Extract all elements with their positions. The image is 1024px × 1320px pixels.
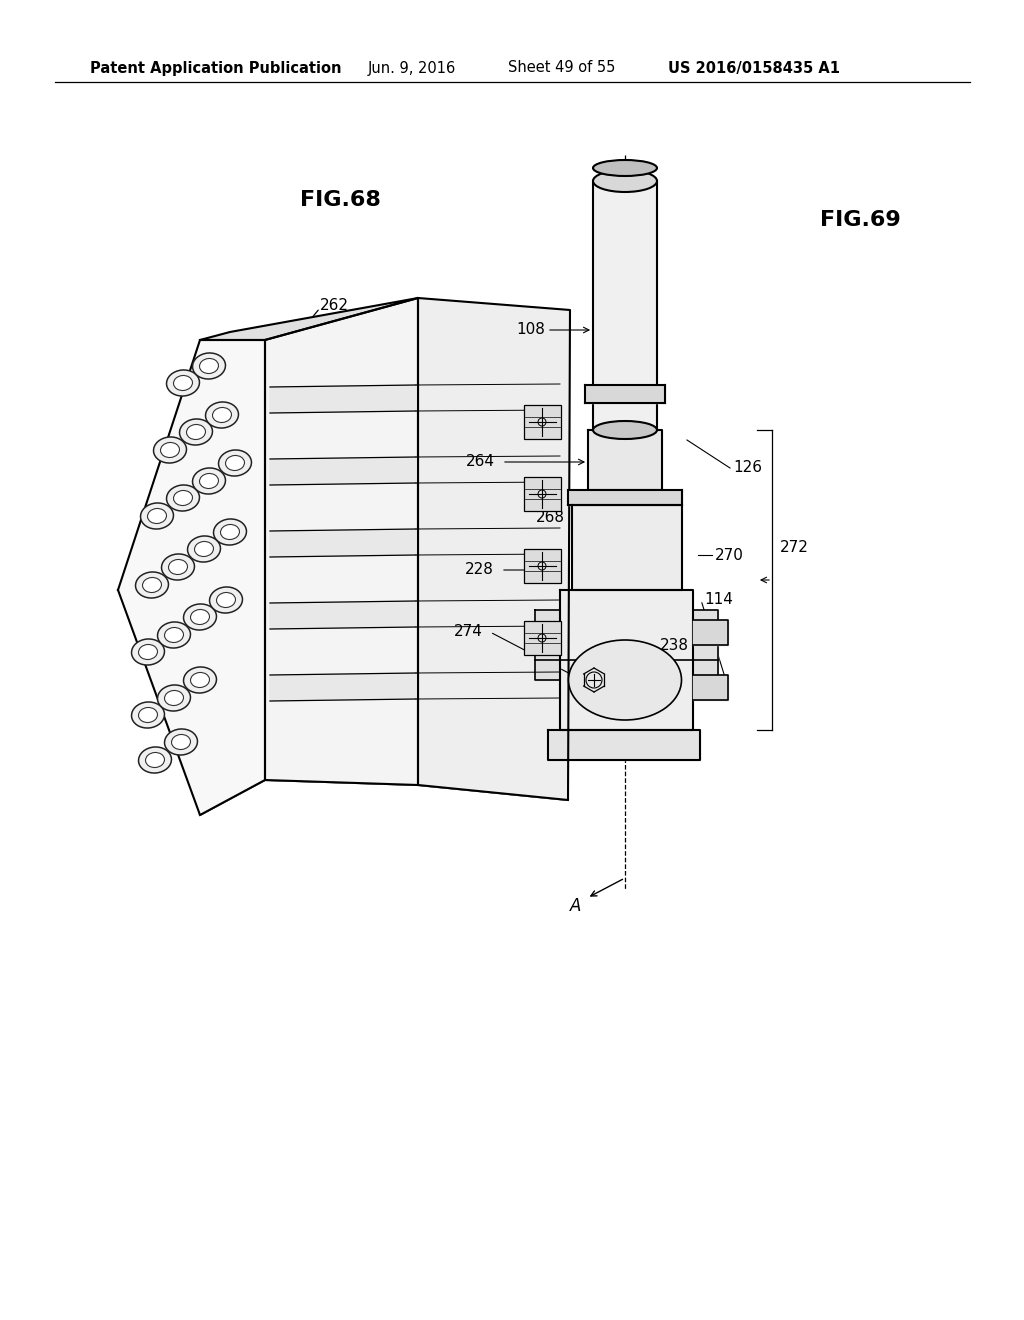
Ellipse shape <box>216 593 236 607</box>
Polygon shape <box>585 385 665 403</box>
Ellipse shape <box>173 375 193 391</box>
Ellipse shape <box>568 640 682 719</box>
Text: 108: 108 <box>516 322 545 338</box>
Ellipse shape <box>193 469 225 494</box>
Polygon shape <box>118 341 265 814</box>
Ellipse shape <box>183 605 216 630</box>
Ellipse shape <box>593 421 657 440</box>
Polygon shape <box>535 610 560 680</box>
Ellipse shape <box>187 536 220 562</box>
Text: 238: 238 <box>660 638 689 652</box>
Ellipse shape <box>135 572 169 598</box>
Ellipse shape <box>190 672 210 688</box>
Ellipse shape <box>158 622 190 648</box>
Ellipse shape <box>162 554 195 579</box>
Ellipse shape <box>213 408 231 422</box>
Polygon shape <box>572 506 682 590</box>
Polygon shape <box>588 430 662 490</box>
Ellipse shape <box>165 690 183 705</box>
Polygon shape <box>270 385 416 413</box>
Text: 272: 272 <box>780 540 809 556</box>
Ellipse shape <box>161 442 179 458</box>
Ellipse shape <box>158 685 190 711</box>
Ellipse shape <box>154 437 186 463</box>
Text: 268: 268 <box>536 511 565 525</box>
Ellipse shape <box>167 370 200 396</box>
Text: Sheet 49 of 55: Sheet 49 of 55 <box>508 61 615 75</box>
Polygon shape <box>568 490 682 506</box>
Ellipse shape <box>171 734 190 750</box>
Ellipse shape <box>131 639 165 665</box>
Ellipse shape <box>214 519 247 545</box>
Ellipse shape <box>138 747 171 774</box>
Ellipse shape <box>210 587 243 612</box>
Ellipse shape <box>200 359 218 374</box>
FancyBboxPatch shape <box>524 405 561 440</box>
Ellipse shape <box>195 541 213 557</box>
Text: A: A <box>570 898 582 915</box>
Ellipse shape <box>169 560 187 574</box>
Ellipse shape <box>593 170 657 191</box>
FancyBboxPatch shape <box>524 620 561 655</box>
Ellipse shape <box>145 752 165 767</box>
Polygon shape <box>270 601 416 630</box>
Text: US 2016/0158435 A1: US 2016/0158435 A1 <box>668 61 840 75</box>
Ellipse shape <box>167 484 200 511</box>
Ellipse shape <box>165 627 183 643</box>
Ellipse shape <box>173 491 193 506</box>
FancyBboxPatch shape <box>524 549 561 583</box>
Ellipse shape <box>165 729 198 755</box>
Text: 270: 270 <box>715 548 743 562</box>
Polygon shape <box>270 457 416 484</box>
Ellipse shape <box>140 503 173 529</box>
Polygon shape <box>693 620 728 645</box>
Text: 228: 228 <box>465 562 494 578</box>
Text: 274: 274 <box>454 624 483 639</box>
Text: 114: 114 <box>705 593 733 607</box>
Ellipse shape <box>147 508 167 524</box>
Text: 264: 264 <box>466 454 495 470</box>
Polygon shape <box>560 590 693 730</box>
Ellipse shape <box>218 450 252 477</box>
Ellipse shape <box>206 403 239 428</box>
Text: FIG.68: FIG.68 <box>300 190 381 210</box>
Ellipse shape <box>142 577 162 593</box>
Text: 126: 126 <box>733 461 762 475</box>
Ellipse shape <box>186 425 206 440</box>
Ellipse shape <box>131 702 165 729</box>
Ellipse shape <box>225 455 245 470</box>
Polygon shape <box>265 298 418 785</box>
Ellipse shape <box>220 524 240 540</box>
Text: Patent Application Publication: Patent Application Publication <box>90 61 341 75</box>
Ellipse shape <box>593 160 657 176</box>
Ellipse shape <box>138 644 158 660</box>
Ellipse shape <box>200 474 218 488</box>
Ellipse shape <box>179 418 212 445</box>
Ellipse shape <box>138 708 158 722</box>
Polygon shape <box>418 298 570 800</box>
Polygon shape <box>593 181 657 430</box>
Ellipse shape <box>190 610 210 624</box>
Polygon shape <box>548 730 700 760</box>
Text: Jun. 9, 2016: Jun. 9, 2016 <box>368 61 457 75</box>
Polygon shape <box>693 610 718 680</box>
Polygon shape <box>693 675 728 700</box>
Polygon shape <box>270 673 416 701</box>
Ellipse shape <box>193 352 225 379</box>
Ellipse shape <box>183 667 216 693</box>
Polygon shape <box>200 298 418 341</box>
Polygon shape <box>270 529 416 557</box>
FancyBboxPatch shape <box>524 477 561 511</box>
Text: FIG.69: FIG.69 <box>820 210 901 230</box>
Text: 262: 262 <box>319 297 349 313</box>
